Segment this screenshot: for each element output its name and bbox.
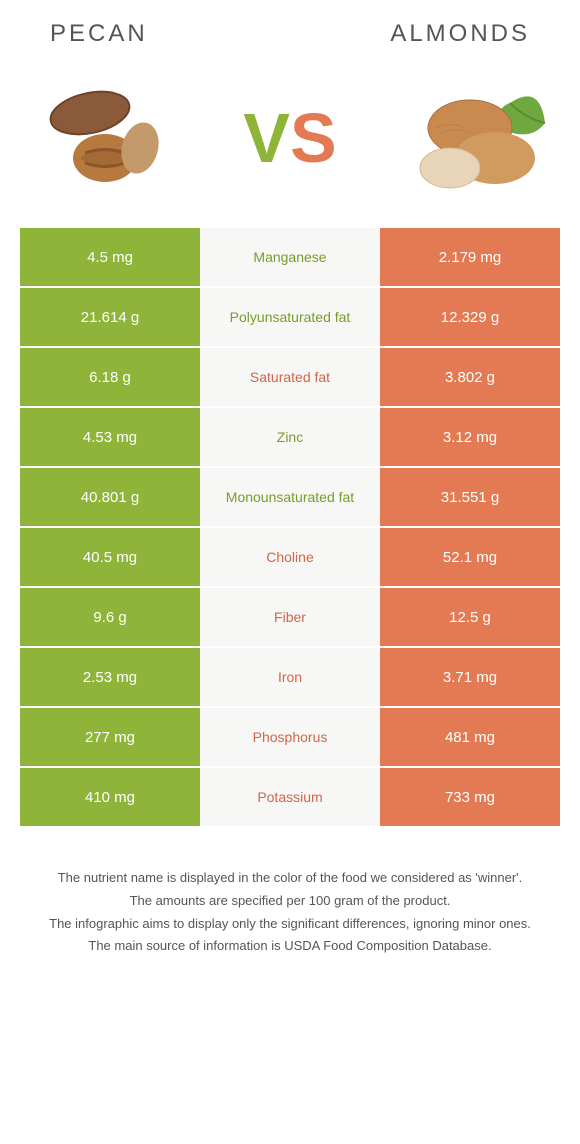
right-value: 3.12 mg: [380, 408, 560, 468]
right-value: 12.5 g: [380, 588, 560, 648]
title-right: Almonds: [390, 20, 530, 48]
footer-line: The nutrient name is displayed in the co…: [20, 868, 560, 889]
left-value: 4.53 mg: [20, 408, 200, 468]
nutrient-name: Saturated fat: [200, 348, 380, 408]
table-row: 410 mgPotassium733 mg: [20, 768, 560, 828]
nutrient-name: Polyunsaturated fat: [200, 288, 380, 348]
right-value: 2.179 mg: [380, 228, 560, 288]
table-row: 6.18 gSaturated fat3.802 g: [20, 348, 560, 408]
footer-line: The main source of information is USDA F…: [20, 936, 560, 957]
vs-label: VS: [243, 98, 336, 178]
right-value: 733 mg: [380, 768, 560, 828]
left-value: 40.5 mg: [20, 528, 200, 588]
left-value: 40.801 g: [20, 468, 200, 528]
nutrient-name: Potassium: [200, 768, 380, 828]
header: Pecan Almonds: [0, 0, 580, 58]
right-value: 12.329 g: [380, 288, 560, 348]
nutrient-name: Iron: [200, 648, 380, 708]
footer-line: The infographic aims to display only the…: [20, 914, 560, 935]
right-value: 52.1 mg: [380, 528, 560, 588]
nutrient-name: Phosphorus: [200, 708, 380, 768]
table-row: 40.5 mgCholine52.1 mg: [20, 528, 560, 588]
left-value: 6.18 g: [20, 348, 200, 408]
right-value: 3.802 g: [380, 348, 560, 408]
left-value: 4.5 mg: [20, 228, 200, 288]
right-value: 3.71 mg: [380, 648, 560, 708]
nutrient-name: Monounsaturated fat: [200, 468, 380, 528]
table-row: 40.801 gMonounsaturated fat31.551 g: [20, 468, 560, 528]
left-value: 2.53 mg: [20, 648, 200, 708]
footer-notes: The nutrient name is displayed in the co…: [20, 868, 560, 957]
table-row: 4.5 mgManganese2.179 mg: [20, 228, 560, 288]
nutrient-name: Fiber: [200, 588, 380, 648]
nutrient-name: Choline: [200, 528, 380, 588]
vs-row: VS: [0, 58, 580, 228]
left-value: 277 mg: [20, 708, 200, 768]
almond-image: [400, 68, 550, 208]
table-row: 277 mgPhosphorus481 mg: [20, 708, 560, 768]
vs-v: V: [243, 99, 290, 177]
left-value: 410 mg: [20, 768, 200, 828]
comparison-table: 4.5 mgManganese2.179 mg21.614 gPolyunsat…: [20, 228, 560, 828]
table-row: 2.53 mgIron3.71 mg: [20, 648, 560, 708]
vs-s: S: [290, 99, 337, 177]
left-value: 9.6 g: [20, 588, 200, 648]
right-value: 31.551 g: [380, 468, 560, 528]
title-left: Pecan: [50, 20, 148, 48]
table-row: 4.53 mgZinc3.12 mg: [20, 408, 560, 468]
footer-line: The amounts are specified per 100 gram o…: [20, 891, 560, 912]
right-value: 481 mg: [380, 708, 560, 768]
left-value: 21.614 g: [20, 288, 200, 348]
nutrient-name: Zinc: [200, 408, 380, 468]
pecan-image: [30, 68, 180, 208]
table-row: 21.614 gPolyunsaturated fat12.329 g: [20, 288, 560, 348]
nutrient-name: Manganese: [200, 228, 380, 288]
table-row: 9.6 gFiber12.5 g: [20, 588, 560, 648]
